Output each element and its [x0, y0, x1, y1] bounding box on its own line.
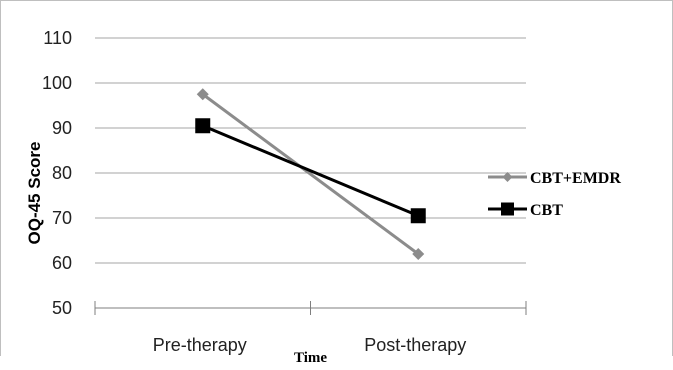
y-tick-label: 90 [52, 118, 72, 138]
y-tick-label: 60 [52, 253, 72, 273]
y-tick-label: 50 [52, 298, 72, 318]
y-tick-label: 70 [52, 208, 72, 228]
y-tick-label: 80 [52, 163, 72, 183]
axes [94, 301, 527, 315]
y-axis-label: OQ-45 Score [25, 142, 44, 245]
diamond-marker [196, 88, 209, 101]
series-line [202, 124, 419, 218]
diamond-marker [412, 248, 425, 260]
legend-item: CBT [488, 202, 563, 219]
square-marker [410, 208, 426, 224]
y-tick-label: 100 [42, 73, 72, 93]
diamond-marker [502, 172, 513, 182]
x-category-label: Post-therapy [364, 335, 466, 355]
y-tick-labels: 50 60 70 80 90 100 110 [42, 28, 72, 318]
y-tick-label: 110 [43, 28, 72, 48]
legend-item: CBT+EMDR [488, 170, 621, 187]
chart-frame [0, 0, 673, 356]
square-marker [501, 202, 514, 216]
x-category-labels: Pre-therapy Post-therapy [153, 335, 467, 355]
x-category-label: Pre-therapy [153, 335, 247, 355]
square-marker [195, 118, 211, 134]
series-cbt-emdr [196, 88, 425, 260]
legend-label: CBT+EMDR [530, 170, 621, 187]
legend-label: CBT [530, 202, 563, 219]
x-axis-label: Time [294, 350, 327, 366]
legend: CBT+EMDR CBT [488, 170, 621, 219]
series-lines [195, 88, 426, 260]
series-line [201, 93, 420, 256]
gridlines [95, 37, 526, 264]
series-cbt [195, 118, 426, 224]
